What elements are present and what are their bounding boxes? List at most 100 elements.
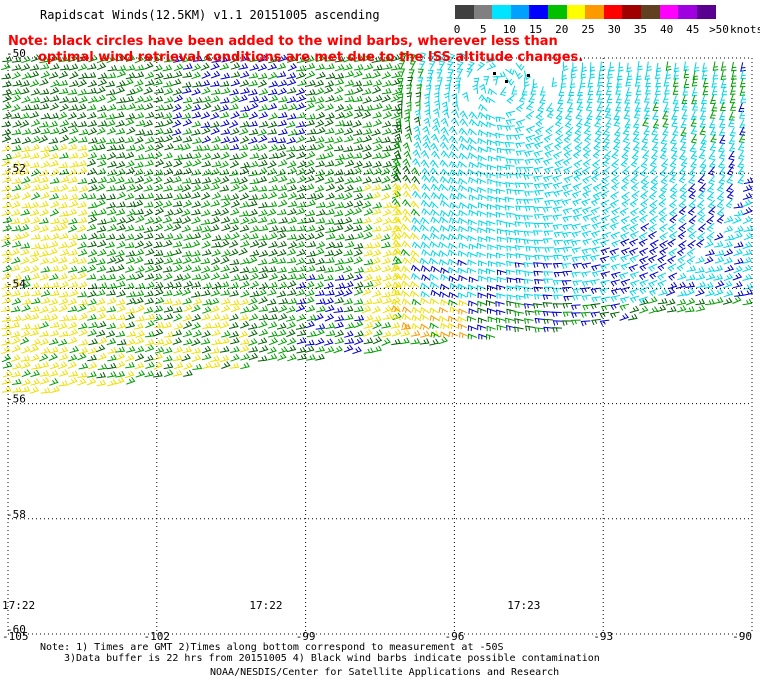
- wind-barb: [372, 249, 382, 257]
- wind-barb: [201, 265, 211, 274]
- wind-barb: [287, 337, 297, 346]
- wind-barb: [248, 208, 258, 217]
- wind-barb: [248, 194, 259, 201]
- wind-barb: [533, 294, 544, 300]
- wind-barb: [96, 193, 107, 200]
- wind-barb: [533, 141, 544, 150]
- wind-barb: [29, 255, 39, 264]
- footnote-line-1: Note: 1) Times are GMT 2)Times along bot…: [40, 642, 504, 653]
- wind-barb: [409, 290, 420, 298]
- wind-barb: [430, 265, 440, 273]
- wind-barb: [305, 225, 316, 232]
- wind-barb: [638, 206, 648, 216]
- time-label: 17:22: [2, 599, 35, 612]
- wind-barb: [105, 137, 116, 145]
- wind-barb: [296, 151, 306, 159]
- wind-barb: [124, 282, 135, 290]
- wind-barb: [258, 266, 269, 274]
- wind-barb: [476, 177, 487, 185]
- wind-barb: [363, 258, 374, 266]
- wind-barb: [286, 321, 296, 330]
- wind-barb: [87, 249, 98, 257]
- wind-barb: [50, 386, 60, 394]
- wind-barb: [239, 338, 250, 345]
- wind-barb: [542, 215, 553, 222]
- wind-barb: [649, 271, 659, 280]
- wind-barb: [278, 103, 288, 111]
- wind-barb: [68, 96, 79, 103]
- wind-barb: [486, 211, 496, 218]
- wind-barb: [392, 165, 401, 175]
- wind-barb: [211, 257, 221, 265]
- wind-barb: [630, 215, 639, 225]
- wind-barb: [648, 246, 659, 256]
- wind-barb: [515, 269, 526, 275]
- wind-barb: [95, 289, 106, 297]
- wind-barb: [467, 259, 477, 266]
- wind-barb: [97, 282, 108, 289]
- wind-barb: [709, 141, 717, 152]
- wind-barb: [403, 150, 412, 160]
- wind-barb: [651, 126, 658, 136]
- wind-barb: [515, 253, 526, 259]
- wind-barb: [640, 159, 648, 169]
- wind-barb: [125, 112, 136, 120]
- wind-barb: [229, 120, 239, 129]
- wind-barb: [77, 120, 88, 128]
- wind-barb: [505, 110, 516, 118]
- wind-barb: [334, 321, 344, 329]
- wind-barb: [316, 265, 326, 272]
- wind-barb: [325, 112, 336, 120]
- wind-barb: [162, 80, 173, 88]
- wind-barb: [277, 353, 287, 361]
- wind-barb: [371, 305, 382, 314]
- wind-barb: [230, 78, 241, 87]
- wind-barb: [134, 362, 145, 370]
- wind-barb: [143, 119, 154, 127]
- wind-barb: [687, 239, 696, 249]
- wind-barb: [563, 175, 574, 184]
- wind-barb: [562, 143, 572, 152]
- wind-barb: [596, 102, 603, 112]
- wind-barb: [404, 125, 412, 136]
- wind-barb: [449, 192, 459, 200]
- wind-barb: [420, 216, 430, 225]
- wind-barb: [297, 175, 307, 184]
- wind-barb: [421, 233, 431, 241]
- wind-barb: [335, 282, 346, 290]
- wind-barb: [154, 288, 164, 297]
- wind-barb: [659, 167, 667, 177]
- wind-barb: [163, 87, 174, 96]
- wind-barb: [467, 128, 477, 136]
- wind-barb: [590, 246, 601, 254]
- colorbar-swatch: [585, 5, 605, 19]
- wind-barb: [611, 182, 620, 191]
- wind-barb: [726, 166, 734, 176]
- wind-barb: [448, 299, 458, 306]
- wind-barb: [611, 239, 621, 248]
- wind-barb: [323, 86, 334, 94]
- wind-barb: [506, 212, 516, 218]
- wind-barb: [125, 250, 136, 257]
- wind-barb: [382, 63, 393, 70]
- wind-barb: [258, 104, 268, 112]
- wind-barb: [258, 159, 268, 167]
- wind-barb: [429, 175, 439, 184]
- wind-barb: [417, 68, 424, 78]
- wind-barb: [430, 208, 440, 217]
- wind-barb: [324, 346, 335, 354]
- wind-barb: [668, 173, 677, 184]
- wind-barb: [126, 376, 136, 385]
- wind-barb: [597, 77, 603, 87]
- wind-barb: [306, 354, 316, 361]
- wind-barb: [628, 264, 638, 272]
- wind-barb: [39, 208, 50, 217]
- wind-barb: [39, 321, 50, 329]
- wind-barb: [181, 216, 192, 225]
- wind-barb: [287, 184, 297, 192]
- wind-barb: [77, 371, 88, 378]
- wind-barb: [163, 232, 174, 240]
- wind-barb: [400, 337, 410, 345]
- wind-barb: [611, 159, 620, 169]
- wind-barb: [268, 225, 279, 233]
